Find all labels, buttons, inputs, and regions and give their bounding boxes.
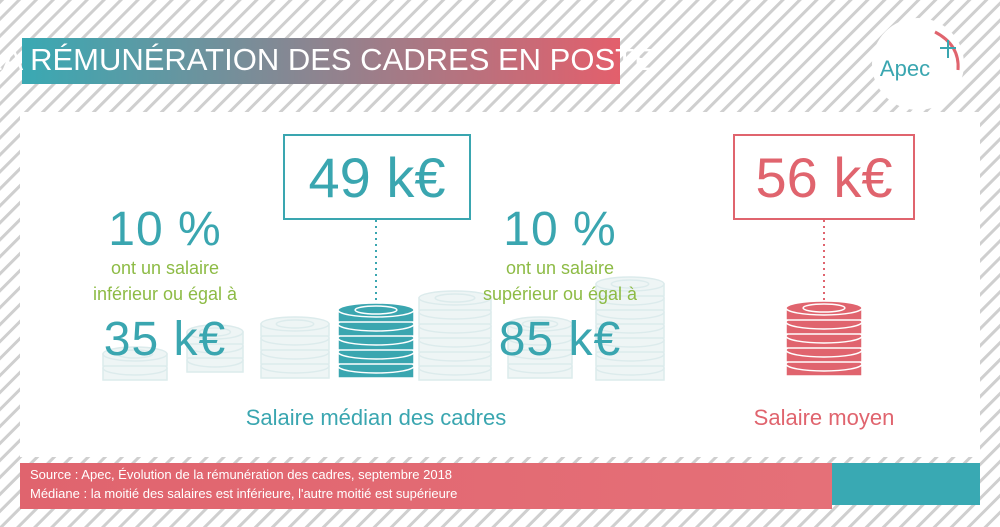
coin (610, 279, 650, 289)
mean-box: 56 k€ (733, 134, 915, 220)
coin (186, 324, 244, 340)
coin-stacks (102, 276, 863, 381)
footer-bar (20, 463, 832, 509)
coin (434, 293, 476, 303)
coin (275, 319, 315, 329)
coin (507, 316, 573, 332)
median-label: Salaire médian des cadres (245, 405, 507, 430)
coin (354, 305, 398, 315)
coin (785, 300, 863, 316)
coin (418, 290, 492, 306)
median-box: 49 k€ (283, 134, 471, 220)
coin (521, 319, 559, 329)
coin (260, 316, 330, 332)
lower-amount: 35 k€ (103, 313, 227, 366)
coin (595, 276, 665, 292)
coin (337, 302, 415, 318)
upper-line: supérieur ou égal à (482, 284, 638, 304)
logo-circle (872, 18, 964, 110)
mean-label: Salaire moyen (753, 405, 895, 430)
lower-percent: 10 % (108, 203, 222, 256)
lower-line: ont un salaire (110, 258, 220, 278)
coin (116, 349, 154, 359)
footer-accent (832, 463, 980, 505)
footer-source: Source : Apec, Évolution de la rémunérat… (30, 467, 453, 482)
upper-line: ont un salaire (505, 258, 615, 278)
coin (198, 327, 232, 337)
upper-percent: 10 % (503, 203, 617, 256)
title: LA RÉMUNÉRATION DES CADRES EN POSTE (0, 42, 655, 77)
logo-cross (940, 40, 956, 58)
footer-note: Médiane : la moitié des salaires est inf… (30, 486, 458, 501)
coin (802, 303, 846, 313)
coin (102, 346, 168, 362)
upper-amount: 85 k€ (498, 313, 622, 366)
title-bar (22, 38, 620, 84)
lower-line: inférieur ou égal à (92, 284, 238, 304)
logo-text: Apec (879, 56, 931, 81)
